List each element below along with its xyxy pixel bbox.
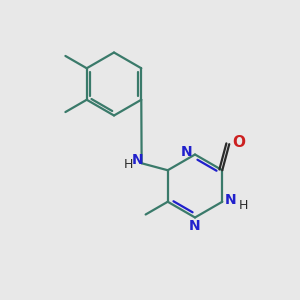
Text: N: N [181,145,192,158]
Text: N: N [189,219,201,233]
Text: N: N [225,193,236,207]
Text: H: H [238,199,248,212]
Text: O: O [232,135,245,150]
Text: N: N [132,153,144,167]
Text: H: H [124,158,133,171]
